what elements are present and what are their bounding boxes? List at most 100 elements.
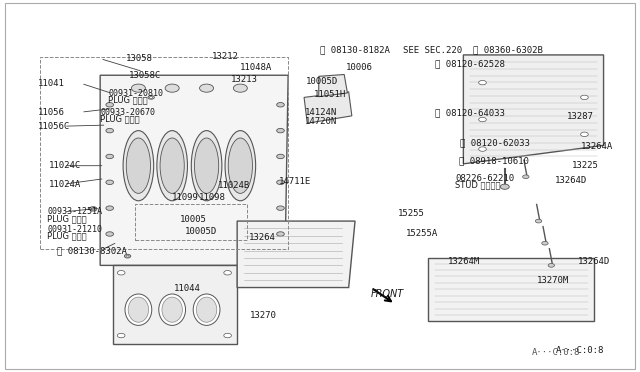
Text: 00933-1251A: 00933-1251A — [47, 207, 102, 217]
Ellipse shape — [228, 138, 252, 193]
Ellipse shape — [276, 154, 284, 159]
Ellipse shape — [160, 138, 184, 193]
Polygon shape — [113, 264, 237, 344]
Text: PLUG プラグ: PLUG プラグ — [47, 232, 87, 241]
Ellipse shape — [191, 131, 222, 201]
Text: 13264D: 13264D — [554, 176, 587, 185]
Ellipse shape — [276, 206, 284, 211]
Text: 11024C: 11024C — [49, 161, 81, 170]
Text: 13270M: 13270M — [537, 276, 569, 285]
Ellipse shape — [548, 263, 554, 267]
Text: 10005: 10005 — [180, 215, 207, 224]
Ellipse shape — [157, 131, 188, 201]
Text: 13287: 13287 — [567, 112, 594, 121]
Text: Ⓑ 08120-62033: Ⓑ 08120-62033 — [460, 138, 530, 147]
Text: 11099: 11099 — [172, 193, 199, 202]
Text: 14124N: 14124N — [305, 108, 337, 118]
Ellipse shape — [224, 270, 232, 275]
Text: 11056C: 11056C — [38, 122, 70, 131]
Ellipse shape — [479, 147, 486, 151]
Ellipse shape — [541, 241, 548, 245]
Polygon shape — [237, 221, 355, 288]
Ellipse shape — [159, 294, 186, 326]
Ellipse shape — [106, 154, 113, 159]
Ellipse shape — [224, 333, 232, 338]
Ellipse shape — [536, 219, 541, 223]
Ellipse shape — [106, 128, 113, 133]
Ellipse shape — [126, 138, 150, 193]
Ellipse shape — [106, 103, 113, 107]
Ellipse shape — [128, 297, 148, 322]
Ellipse shape — [200, 84, 214, 92]
Ellipse shape — [162, 297, 182, 322]
Text: 13212: 13212 — [212, 52, 239, 61]
Ellipse shape — [106, 180, 113, 185]
Ellipse shape — [131, 84, 145, 92]
Text: Ⓑ 08360-6302B: Ⓑ 08360-6302B — [473, 46, 543, 55]
Polygon shape — [304, 92, 352, 123]
Text: PLUG プラグ: PLUG プラグ — [100, 114, 140, 123]
Text: 00931-20810: 00931-20810 — [108, 89, 163, 98]
Text: 00933-20670: 00933-20670 — [100, 108, 155, 117]
Text: 15255A: 15255A — [406, 229, 438, 238]
Text: 13270: 13270 — [250, 311, 276, 320]
Ellipse shape — [90, 207, 97, 211]
Polygon shape — [428, 258, 594, 321]
Ellipse shape — [106, 206, 113, 211]
Text: PLUG プラグ: PLUG プラグ — [108, 96, 148, 105]
Text: 13264D: 13264D — [578, 257, 611, 266]
Ellipse shape — [479, 117, 486, 122]
Ellipse shape — [276, 103, 284, 107]
Ellipse shape — [580, 132, 588, 137]
Text: 13058C: 13058C — [129, 71, 161, 80]
Text: 13264: 13264 — [248, 233, 275, 242]
Ellipse shape — [117, 333, 125, 338]
Ellipse shape — [234, 84, 247, 92]
Text: 13213: 13213 — [231, 75, 258, 84]
Text: 11044: 11044 — [173, 284, 200, 293]
Text: 13058: 13058 — [125, 54, 152, 63]
Text: 13225: 13225 — [572, 161, 598, 170]
Ellipse shape — [500, 184, 509, 189]
Bar — [40, 57, 288, 249]
Ellipse shape — [276, 180, 284, 185]
Text: 10005D: 10005D — [185, 227, 217, 235]
Text: 11098: 11098 — [199, 193, 226, 202]
Text: 15255: 15255 — [397, 209, 424, 218]
Ellipse shape — [580, 95, 588, 100]
Ellipse shape — [148, 96, 154, 99]
Bar — [135, 205, 246, 240]
Ellipse shape — [106, 232, 113, 236]
Text: A···C:0:8: A···C:0:8 — [532, 347, 580, 357]
Text: 10006: 10006 — [346, 63, 372, 72]
Text: 00931-21210: 00931-21210 — [47, 225, 102, 234]
Text: 14720N: 14720N — [305, 117, 337, 126]
Ellipse shape — [195, 138, 219, 193]
Text: STUD スタッド: STUD スタッド — [455, 181, 500, 190]
Ellipse shape — [225, 131, 255, 201]
Text: FRONT: FRONT — [371, 289, 404, 299]
Text: 10005D: 10005D — [306, 77, 338, 86]
Ellipse shape — [92, 208, 95, 210]
Ellipse shape — [165, 84, 179, 92]
Ellipse shape — [126, 255, 129, 257]
Text: 08226-62210: 08226-62210 — [455, 174, 514, 183]
Polygon shape — [319, 74, 348, 97]
Polygon shape — [100, 75, 288, 265]
Ellipse shape — [124, 254, 131, 258]
Text: 14711E: 14711E — [278, 177, 311, 186]
Text: Ⓑ 08120-64033: Ⓑ 08120-64033 — [435, 108, 504, 118]
Ellipse shape — [117, 270, 125, 275]
Ellipse shape — [125, 294, 152, 326]
Text: 13264M: 13264M — [447, 257, 480, 266]
Text: Ⓑ 08120-62528: Ⓑ 08120-62528 — [435, 59, 504, 68]
Polygon shape — [463, 55, 604, 164]
Text: A···C:0:8: A···C:0:8 — [556, 346, 604, 355]
Text: 11051H: 11051H — [314, 90, 346, 99]
Ellipse shape — [276, 232, 284, 236]
Ellipse shape — [123, 131, 154, 201]
Text: 13264A: 13264A — [581, 142, 614, 151]
Ellipse shape — [196, 297, 217, 322]
Text: Ⓑ 08130-8302A: Ⓑ 08130-8302A — [58, 246, 127, 255]
Text: PLUG プラグ: PLUG プラグ — [47, 214, 87, 223]
